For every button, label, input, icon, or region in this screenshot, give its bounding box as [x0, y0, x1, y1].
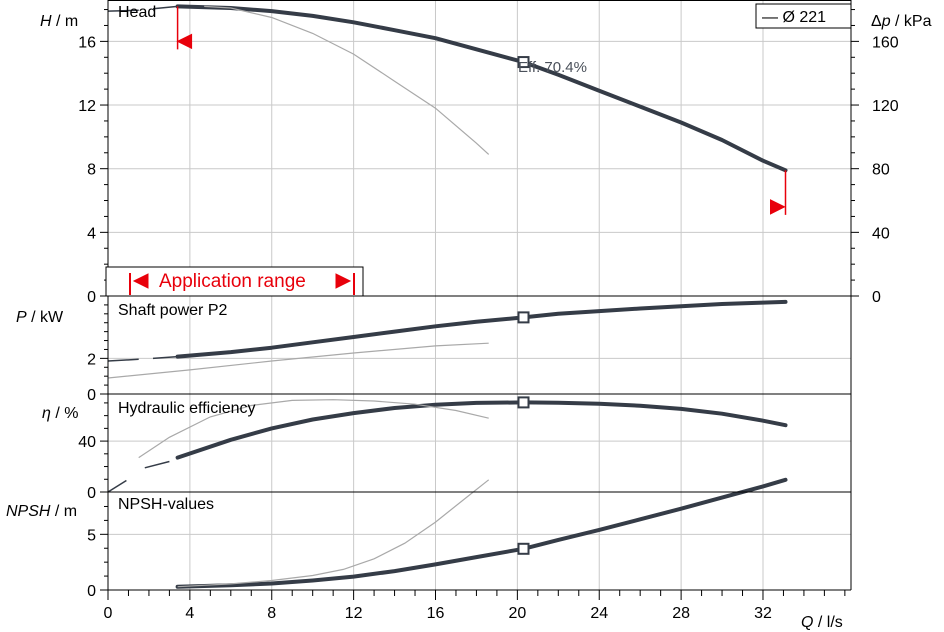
x-tick-label: 28: [672, 605, 690, 622]
application-range-left-arrow: [132, 273, 149, 289]
power-duty-point: [517, 311, 530, 324]
x-tick-label: 0: [104, 605, 113, 622]
application-range-label: Application range: [159, 271, 306, 292]
power-low-curve-3: [152, 355, 178, 360]
power-reference-curve-1: [107, 342, 489, 379]
pressure-y-var: p: [881, 13, 891, 30]
npsh-y-var: NPSH: [6, 503, 51, 520]
power-y-var: P: [16, 309, 27, 326]
efficiency-annotation: Eff. 70.4%: [518, 59, 587, 76]
power-y-unit: / kW: [27, 309, 64, 326]
head-y-unit: / m: [52, 13, 79, 30]
power-y-label: P / kW: [16, 309, 64, 326]
head-main-curve-0: [175, 4, 788, 173]
head-low-curve-2: [107, 9, 139, 12]
head-ytick-label: 16: [78, 34, 96, 51]
x-tick-label: 4: [185, 605, 194, 622]
power-panel-title: Shaft power P2: [118, 302, 228, 319]
npsh-panel-title: NPSH-values: [118, 496, 214, 513]
pressure-ytick-label: 80: [872, 162, 890, 179]
efficiency-ytick-label: 0: [87, 485, 96, 502]
head-y-label: H / m: [40, 13, 78, 30]
pressure-ytick-label: 40: [872, 225, 890, 242]
head-duty-point: [517, 56, 530, 69]
pressure-ytick-label: 160: [872, 34, 899, 51]
pressure-ytick-label: 120: [872, 98, 899, 115]
x-tick-label: 12: [345, 605, 363, 622]
npsh-main-curve-0: [175, 477, 788, 589]
head-ytick-label: 4: [87, 225, 96, 242]
efficiency-low-curve-2: [107, 479, 127, 493]
pressure-y-prefix: Δ: [871, 13, 882, 30]
efficiency-ytick-label: 40: [78, 434, 96, 451]
npsh-y-unit: / m: [50, 503, 77, 520]
pressure-y-label: Δp / kPa: [871, 13, 932, 30]
curve-layer: [107, 4, 788, 589]
x-tick-label: 8: [267, 605, 276, 622]
power-main-curve-0: [175, 299, 788, 359]
npsh-ytick-label: 0: [87, 583, 96, 600]
head-reference-curve-1: [204, 5, 490, 155]
application-range-box: [105, 266, 364, 297]
application-range-right-arrow: [335, 273, 352, 289]
head-y-var: H: [40, 13, 52, 30]
npsh-y-label: NPSH / m: [6, 503, 77, 520]
head-panel-title: Head: [118, 4, 156, 21]
pressure-ytick-label: 0: [872, 289, 881, 306]
upper-limit-marker: [770, 199, 786, 215]
x-tick-label: 20: [508, 605, 526, 622]
head-ytick-label: 8: [87, 162, 96, 179]
application-range: Application range: [105, 266, 364, 297]
x-tick-label: 32: [754, 605, 772, 622]
x-axis-var: Q: [801, 614, 813, 631]
efficiency-main-curve-0: [175, 400, 788, 460]
x-axis-label: Q / l/s: [801, 614, 843, 631]
head-ytick-label: 12: [78, 98, 96, 115]
x-tick-label: 16: [427, 605, 445, 622]
efficiency-low-curve-3: [144, 460, 170, 469]
head-low-curve-3: [152, 5, 178, 10]
legend-box: [755, 3, 852, 29]
npsh-reference-curve-1: [177, 479, 490, 588]
grid-lines: [108, 1, 851, 590]
efficiency-y-label: η / %: [42, 405, 78, 422]
efficiency-y-var: η: [42, 405, 51, 422]
legend: — Ø 221: [755, 3, 852, 29]
power-ytick-label: 0: [87, 387, 96, 404]
x-axis-unit: / l/s: [813, 614, 842, 631]
efficiency-y-unit: / %: [51, 405, 79, 422]
npsh-ytick-label: 5: [87, 527, 96, 544]
pressure-y-unit: / kPa: [891, 13, 932, 30]
legend-entry: — Ø 221: [762, 9, 826, 26]
power-ytick-label: 2: [87, 351, 96, 368]
efficiency-reference-curve-1: [138, 399, 489, 459]
x-tick-label: 24: [590, 605, 608, 622]
npsh-duty-point: [517, 542, 530, 555]
power-low-curve-2: [107, 358, 139, 362]
lower-limit-marker: [176, 33, 193, 50]
efficiency-duty-point: [517, 396, 530, 409]
head-ytick-label: 0: [87, 289, 96, 306]
efficiency-panel-title: Hydraulic efficiency: [118, 400, 256, 417]
